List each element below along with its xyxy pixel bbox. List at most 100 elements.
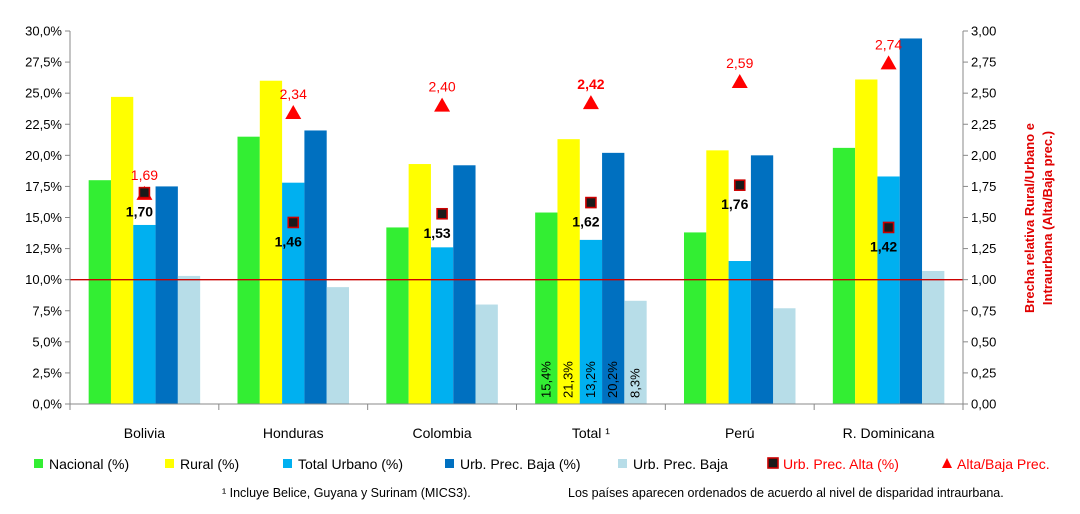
category-label: Honduras	[263, 425, 324, 441]
bar-0-0	[88, 180, 111, 404]
legend-swatch	[618, 459, 627, 468]
markers-layer: 1,69 1,70 2,34 1,46 2,40 1,53 2,42 1,62 2,59 1,76…	[126, 36, 903, 254]
y-right-tick-label: 2,50	[971, 86, 996, 101]
bar-4-4	[773, 308, 796, 404]
legend: Nacional (%) Rural (%) Total Urbano (%) Urb…	[34, 456, 1050, 472]
legend-label: Rural (%)	[180, 456, 239, 472]
bar-2-1	[408, 164, 431, 404]
y-right-tick-label: 2,75	[971, 55, 996, 70]
bar-5-0	[832, 147, 856, 404]
y-right-tick-label: 1,00	[971, 272, 996, 287]
triangle-value-label: 2,59	[726, 55, 753, 71]
y-left-tick-label: 22,5%	[25, 117, 62, 132]
legend-label: Urb. Prec. Baja	[633, 456, 728, 472]
square-marker	[882, 221, 895, 234]
square-value-label: 1,53	[423, 225, 450, 241]
triangle-marker	[731, 73, 748, 88]
bar-1-2	[282, 182, 305, 404]
triangle-value-label: 2,74	[875, 36, 902, 52]
bar-2-4	[475, 304, 498, 404]
bar-3-3	[602, 152, 625, 404]
bar-5-3	[899, 38, 923, 405]
category-label: Colombia	[413, 425, 472, 441]
square-marker	[733, 179, 746, 191]
triangle-marker	[880, 55, 897, 70]
triangle-marker	[434, 97, 451, 112]
category-label: Total ¹	[572, 425, 610, 441]
y-right-tick-label: 2,00	[971, 148, 996, 163]
bar-0-1	[110, 96, 134, 404]
bar-5-4	[922, 270, 945, 404]
footnote-left: ¹ Incluye Belice, Guyana y Surinam (MICS…	[222, 486, 471, 500]
total-bar-value-label: 21,3%	[561, 361, 576, 398]
legend-swatch	[34, 459, 43, 468]
bar-1-4	[326, 287, 349, 404]
category-label: Bolivia	[124, 425, 165, 441]
triangle-value-label: 1,69	[131, 167, 158, 183]
footnote-right: Los países aparecen ordenados de acuerdo…	[568, 486, 1004, 500]
y-right-tick-label: 1,75	[971, 179, 996, 194]
total-bar-value-label: 20,2%	[605, 361, 620, 398]
square-marker	[138, 186, 151, 199]
y-left-tick-label: 0,0%	[32, 397, 62, 412]
bar-5-2	[877, 176, 900, 404]
y-left-tick-label: 10,0%	[25, 272, 62, 287]
y-right-tick-label: 1,50	[971, 210, 996, 225]
legend-swatch	[767, 457, 779, 469]
y-right-tick-label: 2,25	[971, 117, 996, 132]
bar-3-2	[579, 239, 603, 404]
triangle-marker	[582, 95, 599, 110]
bar-0-2	[133, 224, 156, 404]
bar-4-0	[684, 232, 707, 404]
y-left-tick-label: 30,0%	[25, 24, 62, 39]
square-value-label: 1,42	[870, 238, 897, 254]
y-right-tick-label: 0,50	[971, 334, 996, 349]
y-left-tick-label: 27,5%	[25, 55, 62, 70]
y-right-axis-label: Brecha relativa Rural/Urbano e Intraurban…	[1022, 123, 1055, 313]
bar-0-3	[155, 186, 178, 404]
square-value-label: 1,62	[572, 214, 599, 230]
triangle-value-label: 2,34	[280, 86, 307, 102]
y-left-tick-label: 5,0%	[32, 334, 62, 349]
bar-3-0	[535, 212, 558, 404]
y-left-tick-label: 12,5%	[25, 241, 62, 256]
bar-1-1	[259, 80, 283, 404]
legend-label: Urb. Prec. Alta (%)	[783, 456, 899, 472]
square-marker	[585, 196, 597, 209]
y-right-tick-label: 0,00	[971, 397, 996, 412]
bar-4-2	[728, 261, 751, 404]
y-left-tick-label: 15,0%	[25, 210, 62, 225]
y-left-tick-label: 7,5%	[32, 303, 62, 318]
square-marker	[287, 216, 300, 229]
legend-swatch	[445, 459, 454, 468]
legend-swatch	[942, 458, 952, 468]
bars-layer: 15,4% 21,3% 13,2% 20,2% 8,3%	[88, 38, 945, 405]
y-left-tick-label: 17,5%	[25, 179, 62, 194]
y-right-tick-label: 0,25	[971, 365, 996, 380]
triangle-value-label: 2,40	[428, 79, 455, 95]
y-right-tick-label: 0,75	[971, 303, 996, 318]
bar-1-0	[237, 136, 260, 404]
category-label: Perú	[725, 425, 755, 441]
legend-label: Nacional (%)	[49, 456, 129, 472]
bar-2-3	[453, 165, 476, 404]
bar-3-4	[624, 300, 647, 404]
total-bar-value-label: 15,4%	[538, 361, 553, 398]
bar-2-0	[386, 227, 409, 404]
y-left-tick-label: 25,0%	[25, 86, 62, 101]
bar-4-1	[706, 150, 729, 404]
y-right-tick-label: 1,25	[971, 241, 996, 256]
category-label: R. Dominicana	[843, 425, 935, 441]
total-bar-value-label: 13,2%	[583, 361, 598, 398]
legend-label: Total Urbano (%)	[298, 456, 403, 472]
axes-layer: Bolivia Honduras Colombia Total ¹ Perú R. Dom…	[25, 24, 1055, 442]
legend-swatch	[283, 459, 292, 468]
bar-3-1	[557, 139, 580, 405]
square-value-label: 1,46	[275, 233, 302, 249]
triangle-marker	[285, 105, 302, 120]
legend-swatch	[165, 459, 174, 468]
triangle-value-label: 2,42	[577, 76, 604, 92]
y-left-tick-label: 2,5%	[32, 365, 62, 380]
legend-label: Urb. Prec. Baja (%)	[460, 456, 581, 472]
